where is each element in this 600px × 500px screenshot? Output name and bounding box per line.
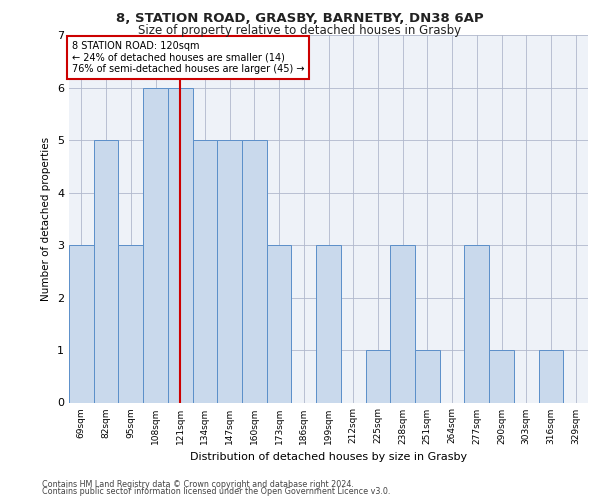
Bar: [390, 245, 415, 402]
Bar: [415, 350, 440, 403]
Bar: [242, 140, 267, 402]
X-axis label: Distribution of detached houses by size in Grasby: Distribution of detached houses by size …: [190, 452, 467, 462]
Bar: [365, 350, 390, 403]
Bar: [539, 350, 563, 403]
Bar: [69, 245, 94, 402]
Y-axis label: Number of detached properties: Number of detached properties: [41, 136, 52, 301]
Bar: [489, 350, 514, 403]
Bar: [316, 245, 341, 402]
Text: Contains HM Land Registry data © Crown copyright and database right 2024.: Contains HM Land Registry data © Crown c…: [42, 480, 354, 489]
Bar: [168, 88, 193, 403]
Bar: [118, 245, 143, 402]
Bar: [94, 140, 118, 402]
Bar: [267, 245, 292, 402]
Bar: [193, 140, 217, 402]
Text: Size of property relative to detached houses in Grasby: Size of property relative to detached ho…: [139, 24, 461, 37]
Bar: [464, 245, 489, 402]
Text: 8, STATION ROAD, GRASBY, BARNETBY, DN38 6AP: 8, STATION ROAD, GRASBY, BARNETBY, DN38 …: [116, 12, 484, 26]
Bar: [217, 140, 242, 402]
Text: 8 STATION ROAD: 120sqm
← 24% of detached houses are smaller (14)
76% of semi-det: 8 STATION ROAD: 120sqm ← 24% of detached…: [71, 40, 304, 74]
Bar: [143, 88, 168, 403]
Text: Contains public sector information licensed under the Open Government Licence v3: Contains public sector information licen…: [42, 487, 391, 496]
